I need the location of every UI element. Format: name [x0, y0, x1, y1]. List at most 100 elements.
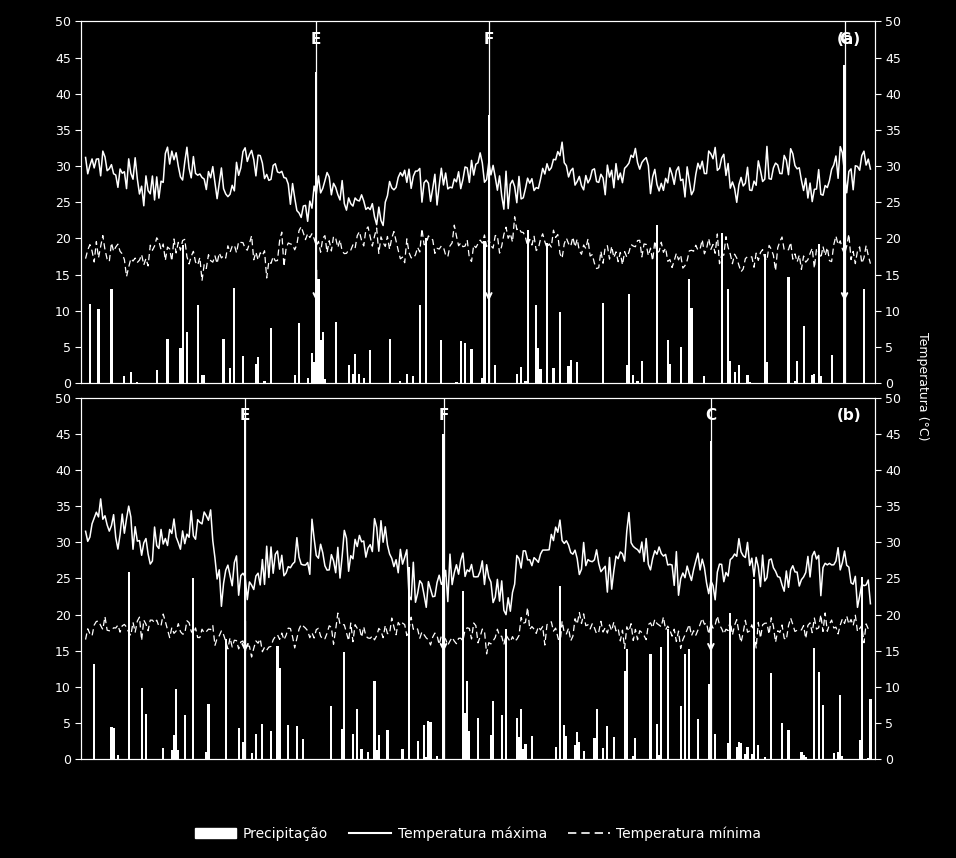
- Bar: [747, 375, 749, 384]
- Bar: [163, 748, 164, 759]
- Bar: [520, 709, 522, 759]
- Bar: [386, 730, 388, 759]
- Bar: [817, 672, 819, 759]
- Bar: [750, 754, 753, 759]
- Bar: [501, 715, 503, 759]
- Bar: [729, 361, 731, 384]
- Bar: [429, 722, 432, 759]
- Bar: [839, 695, 841, 759]
- Bar: [625, 650, 628, 759]
- Bar: [436, 757, 438, 759]
- Bar: [518, 736, 520, 759]
- Bar: [130, 372, 132, 384]
- Bar: [89, 304, 91, 384]
- Bar: [257, 357, 259, 384]
- Bar: [352, 374, 354, 384]
- Bar: [656, 225, 658, 384]
- Bar: [270, 731, 272, 759]
- Bar: [311, 353, 313, 384]
- Text: E: E: [311, 33, 321, 47]
- Text: (a): (a): [837, 33, 861, 47]
- Bar: [278, 668, 281, 759]
- Bar: [315, 72, 317, 384]
- Bar: [738, 365, 740, 384]
- Bar: [455, 382, 458, 384]
- Bar: [729, 613, 731, 759]
- Bar: [484, 241, 486, 384]
- Bar: [321, 332, 324, 384]
- Bar: [362, 378, 365, 384]
- Bar: [576, 732, 578, 759]
- Bar: [367, 752, 369, 759]
- Bar: [348, 365, 350, 384]
- Bar: [270, 329, 272, 384]
- Bar: [400, 381, 402, 384]
- Bar: [537, 348, 539, 384]
- Bar: [207, 704, 209, 759]
- Text: C: C: [706, 408, 716, 424]
- Bar: [819, 376, 822, 384]
- Bar: [837, 752, 839, 759]
- Bar: [802, 326, 805, 384]
- Bar: [680, 706, 682, 759]
- Bar: [606, 726, 608, 759]
- Bar: [570, 360, 572, 384]
- Bar: [255, 364, 257, 384]
- Bar: [658, 755, 661, 759]
- Bar: [669, 364, 671, 384]
- Bar: [206, 752, 207, 759]
- Bar: [467, 681, 468, 759]
- Bar: [524, 381, 527, 384]
- Bar: [423, 725, 425, 759]
- Bar: [817, 244, 819, 384]
- Bar: [582, 751, 585, 759]
- Bar: [704, 376, 706, 384]
- Text: E: E: [240, 408, 250, 424]
- Bar: [376, 750, 378, 759]
- Bar: [745, 754, 747, 759]
- Bar: [123, 376, 125, 384]
- Bar: [728, 288, 729, 384]
- Bar: [93, 664, 96, 759]
- Bar: [736, 747, 738, 759]
- Bar: [565, 735, 568, 759]
- Bar: [127, 572, 130, 759]
- Bar: [481, 378, 484, 384]
- Bar: [462, 591, 464, 759]
- Bar: [223, 340, 225, 384]
- Bar: [632, 756, 635, 759]
- Bar: [738, 742, 740, 759]
- Bar: [255, 734, 257, 759]
- Bar: [814, 648, 815, 759]
- Bar: [709, 441, 712, 759]
- Bar: [242, 356, 244, 384]
- Bar: [302, 739, 304, 759]
- Bar: [357, 709, 358, 759]
- Bar: [489, 735, 492, 759]
- Bar: [531, 736, 533, 759]
- Bar: [563, 724, 565, 759]
- Bar: [520, 366, 522, 384]
- Bar: [757, 746, 759, 759]
- Bar: [637, 381, 639, 384]
- Bar: [858, 740, 860, 759]
- Bar: [182, 245, 184, 384]
- Bar: [425, 757, 427, 759]
- Bar: [505, 629, 507, 759]
- Bar: [412, 376, 414, 384]
- Bar: [602, 303, 604, 384]
- Bar: [625, 365, 628, 384]
- Bar: [319, 341, 321, 384]
- Bar: [492, 701, 494, 759]
- Bar: [335, 322, 337, 384]
- Bar: [464, 342, 467, 384]
- Bar: [863, 289, 865, 384]
- Bar: [166, 339, 168, 384]
- Bar: [707, 684, 709, 759]
- Bar: [317, 279, 319, 384]
- Bar: [869, 698, 872, 759]
- Bar: [369, 350, 371, 384]
- Bar: [341, 729, 343, 759]
- Bar: [175, 689, 177, 759]
- Bar: [225, 638, 227, 759]
